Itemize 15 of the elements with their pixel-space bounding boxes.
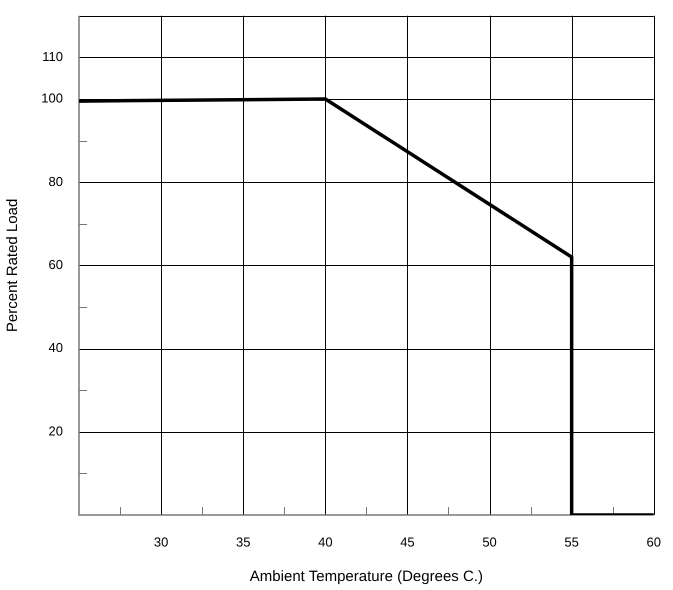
- x-tick-label: 30: [154, 534, 168, 550]
- x-axis-title: Ambient Temperature (Degrees C.): [250, 568, 483, 586]
- y-axis-title: Percent Rated Load: [4, 198, 22, 332]
- x-tick-label: 45: [400, 534, 415, 550]
- y-tick-label: 20: [48, 423, 63, 438]
- x-tick-label: 55: [564, 534, 579, 550]
- y-tick-label: 40: [48, 340, 63, 356]
- y-tick-label: 110: [42, 48, 63, 64]
- y-tick-label: 100: [41, 90, 63, 106]
- x-tick-label: 50: [482, 534, 497, 550]
- y-tick-label: 60: [48, 256, 63, 272]
- y-tick-label: 80: [48, 174, 63, 189]
- x-tick-label: 40: [318, 534, 333, 550]
- x-tick-label: 60: [646, 534, 662, 550]
- x-tick-label: 35: [236, 534, 250, 550]
